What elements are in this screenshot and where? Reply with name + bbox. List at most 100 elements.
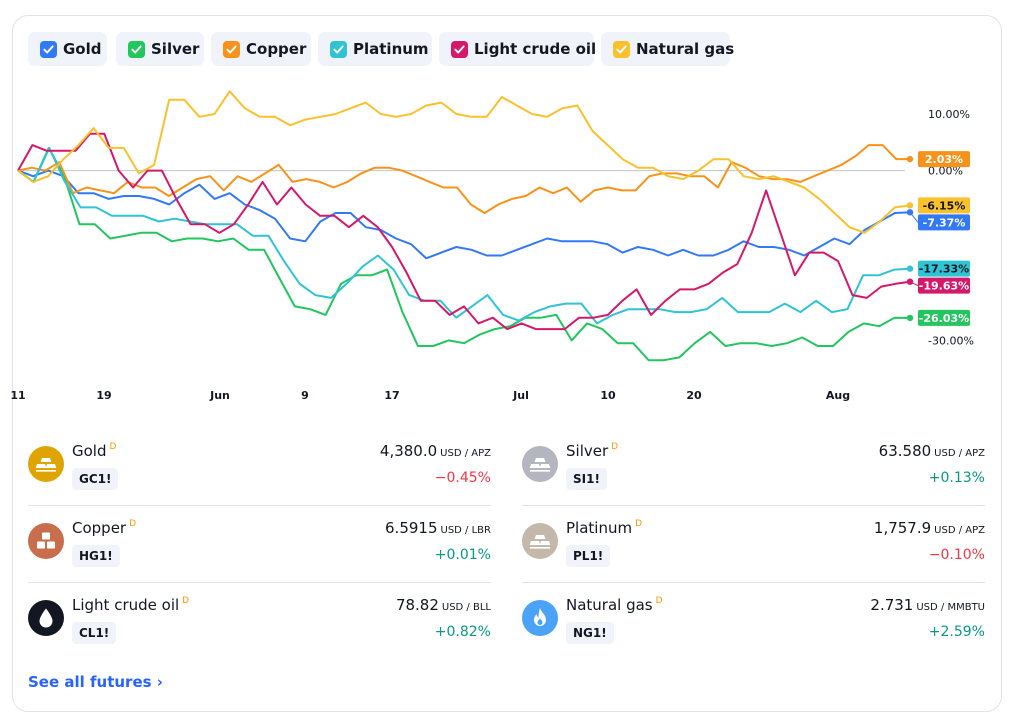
- series-line-silver: [17, 146, 911, 362]
- futures-name[interactable]: Gold D: [72, 442, 116, 460]
- series-end-dot: [906, 202, 914, 209]
- price-unit: USD / BLL: [441, 602, 491, 613]
- platinum-bars-icon: [522, 523, 558, 559]
- futures-row-copper[interactable]: Copper D HG1! 6.5915 USD / LBR +0.01%: [28, 507, 491, 583]
- futures-row-silver[interactable]: Silver D SI1! 63.580 USD / APZ +0.13%: [522, 430, 985, 506]
- price-change: +0.01%: [434, 547, 491, 563]
- ticker-badge[interactable]: SI1!: [566, 468, 607, 490]
- futures-card: [12, 15, 1002, 712]
- y-tick-label: 0.00%: [928, 165, 963, 178]
- legend-chip-label: Silver: [151, 40, 200, 58]
- futures-name[interactable]: Silver D: [566, 442, 618, 460]
- legend-chip-gold[interactable]: Gold: [28, 32, 107, 66]
- legend-chip-silver[interactable]: Silver: [116, 32, 204, 66]
- futures-name-text: Copper: [72, 519, 127, 537]
- legend-chip-copper[interactable]: Copper: [211, 32, 311, 66]
- ticker-badge[interactable]: CL1!: [72, 622, 117, 644]
- price-value: 6.5915: [385, 519, 438, 537]
- futures-price: 6.5915 USD / LBR: [385, 519, 491, 537]
- futures-name-text: Natural gas: [566, 596, 653, 614]
- legend-chip-light-crude-oil[interactable]: Light crude oil: [439, 32, 596, 66]
- price-change: +0.82%: [434, 624, 491, 640]
- futures-name-text: Silver: [566, 442, 609, 460]
- futures-name[interactable]: Copper D: [72, 519, 136, 537]
- price-change: −0.45%: [434, 470, 491, 486]
- series-line-copper: [17, 144, 910, 214]
- series-end-label: -17.33%: [918, 260, 970, 277]
- futures-name[interactable]: Natural gas D: [566, 596, 663, 614]
- price-change: −0.10%: [928, 547, 985, 563]
- x-tick-label: 10: [600, 389, 616, 402]
- series-end-label: 2.03%: [918, 151, 970, 168]
- series-end-value: -7.37%: [923, 216, 966, 229]
- legend-chip-label: Natural gas: [636, 40, 735, 58]
- series-end-value: 2.03%: [925, 153, 963, 166]
- series-end-dot: [906, 155, 914, 163]
- x-tick-label: Jul: [512, 389, 529, 402]
- series-end-value: -26.03%: [919, 312, 969, 325]
- checkbox-checked-icon: [613, 40, 630, 58]
- x-tick-label: Aug: [826, 389, 850, 402]
- futures-row-light-crude-oil[interactable]: Light crude oil D CL1! 78.82 USD / BLL +0.82%: [28, 584, 491, 660]
- series-end-label: -19.63%: [918, 277, 970, 294]
- y-tick-label: -30.00%: [928, 334, 974, 347]
- price-unit: USD / MMBTU: [916, 602, 985, 613]
- price-value: 4,380.0: [379, 442, 438, 460]
- price-change: +2.59%: [928, 624, 985, 640]
- x-tick-label: 17: [384, 389, 399, 402]
- copper-blocks-icon: [28, 523, 64, 559]
- series-end-value: -19.63%: [919, 280, 969, 293]
- flame-icon: [522, 600, 558, 636]
- ticker-badge[interactable]: NG1!: [566, 622, 614, 644]
- x-tick-label: 11: [10, 389, 25, 402]
- checkbox-checked-icon: [128, 40, 145, 58]
- price-unit: USD / APZ: [934, 525, 985, 536]
- ticker-badge[interactable]: GC1!: [72, 468, 119, 490]
- futures-row-platinum[interactable]: Platinum D PL1! 1,757.9 USD / APZ −0.10%: [522, 507, 985, 583]
- futures-name-text: Platinum: [566, 519, 633, 537]
- legend-chip-label: Platinum: [353, 40, 429, 58]
- x-tick-label: 9: [301, 389, 309, 402]
- x-tick-label: 20: [686, 389, 702, 402]
- y-tick-label: 10.00%: [928, 108, 970, 121]
- series-line-light-crude-oil: [17, 132, 911, 331]
- futures-price: 63.580 USD / APZ: [879, 442, 985, 460]
- series-line-platinum: [17, 146, 911, 325]
- x-tick-label: Jun: [209, 389, 230, 402]
- end-label-leader: [909, 211, 919, 223]
- futures-row-natural-gas[interactable]: Natural gas D NG1! 2.731 USD / MMBTU +2.59%: [522, 584, 985, 660]
- legend-chip-label: Copper: [246, 40, 307, 58]
- price-value: 63.580: [878, 442, 932, 460]
- futures-price: 1,757.9 USD / APZ: [874, 519, 985, 537]
- delayed-flag: D: [129, 519, 137, 529]
- price-unit: USD / LBR: [440, 525, 491, 536]
- series-line-natural-gas: [17, 90, 911, 234]
- price-unit: USD / APZ: [440, 448, 491, 459]
- legend-chip-platinum[interactable]: Platinum: [318, 32, 432, 66]
- futures-row-gold[interactable]: Gold D GC1! 4,380.0 USD / APZ −0.45%: [28, 430, 491, 506]
- futures-name-text: Light crude oil: [72, 596, 180, 614]
- checkbox-checked-icon: [223, 40, 240, 58]
- ticker-badge[interactable]: HG1!: [72, 545, 120, 567]
- x-tick-label: 19: [96, 389, 111, 402]
- see-all-futures-link[interactable]: See all futures ›: [28, 673, 163, 691]
- futures-price: 78.82 USD / BLL: [396, 596, 491, 614]
- oil-drop-icon: [28, 600, 64, 636]
- series-line-gold: [17, 169, 911, 260]
- series-end-value: -17.33%: [919, 263, 969, 276]
- checkbox-checked-icon: [40, 40, 57, 58]
- series-end-dot: [906, 265, 914, 272]
- price-unit: USD / APZ: [934, 448, 985, 459]
- delayed-flag: D: [655, 596, 663, 606]
- futures-name[interactable]: Platinum D: [566, 519, 642, 537]
- series-end-label: -26.03%: [918, 309, 970, 326]
- legend-chip-natural-gas[interactable]: Natural gas: [601, 32, 734, 66]
- delayed-flag: D: [635, 519, 643, 529]
- performance-chart: 10.00% 0.00% -30.00% 11 19 Jun 9 17 Jul 10 20 Aug -7…: [10, 90, 974, 402]
- price-change: +0.13%: [928, 470, 985, 486]
- delayed-flag: D: [109, 442, 117, 452]
- ticker-badge[interactable]: PL1!: [566, 545, 611, 567]
- futures-name[interactable]: Light crude oil D: [72, 596, 189, 614]
- series-end-value: -6.15%: [923, 199, 966, 212]
- price-value: 1,757.9: [873, 519, 932, 537]
